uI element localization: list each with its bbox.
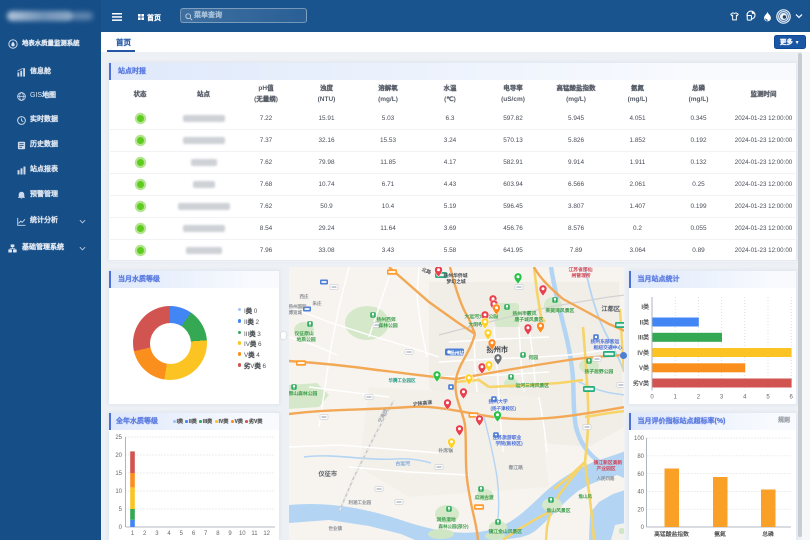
svg-text:0: 0 [119,525,123,531]
svg-text:V类: V类 [638,364,649,372]
svg-text:总磷: 总磷 [762,530,774,538]
svg-text:2: 2 [696,394,700,400]
svg-text:20: 20 [115,453,122,459]
svg-text:II类: II类 [639,318,649,326]
svg-text:4: 4 [167,531,171,537]
svg-text:0: 0 [650,394,654,400]
svg-text:15: 15 [115,471,122,477]
svg-text:20: 20 [637,507,644,513]
svg-text:III类: III类 [637,333,649,341]
svg-text:扬州站: 扬州站 [450,349,464,356]
svg-text:6: 6 [192,531,196,537]
svg-text:10: 10 [239,531,246,537]
svg-text:8: 8 [216,531,220,537]
svg-text:6: 6 [789,394,793,400]
svg-text:1: 1 [131,531,135,537]
svg-text:5: 5 [119,507,123,513]
svg-text:0: 0 [640,525,644,531]
svg-text:60: 60 [637,472,644,478]
svg-text:2: 2 [143,531,147,537]
svg-text:IV类: IV类 [637,348,650,356]
svg-text:11: 11 [251,531,258,537]
svg-text:1: 1 [673,394,677,400]
svg-text:25: 25 [115,435,122,441]
svg-text:10: 10 [115,489,122,495]
svg-text:100: 100 [633,436,644,442]
svg-text:3: 3 [719,394,723,400]
svg-text:40: 40 [637,490,644,496]
svg-text:7: 7 [204,531,208,537]
svg-text:12: 12 [263,531,270,537]
svg-text:5: 5 [766,394,770,400]
svg-text:9: 9 [228,531,232,537]
svg-text:3: 3 [155,531,159,537]
svg-text:氨氮: 氨氮 [714,530,726,538]
svg-text:劣V类: 劣V类 [631,379,649,387]
svg-text:5: 5 [180,531,184,537]
svg-text:80: 80 [637,454,644,460]
svg-text:高锰酸盐指数: 高锰酸盐指数 [654,530,689,538]
svg-text:I类: I类 [641,302,650,310]
svg-text:4: 4 [743,394,747,400]
